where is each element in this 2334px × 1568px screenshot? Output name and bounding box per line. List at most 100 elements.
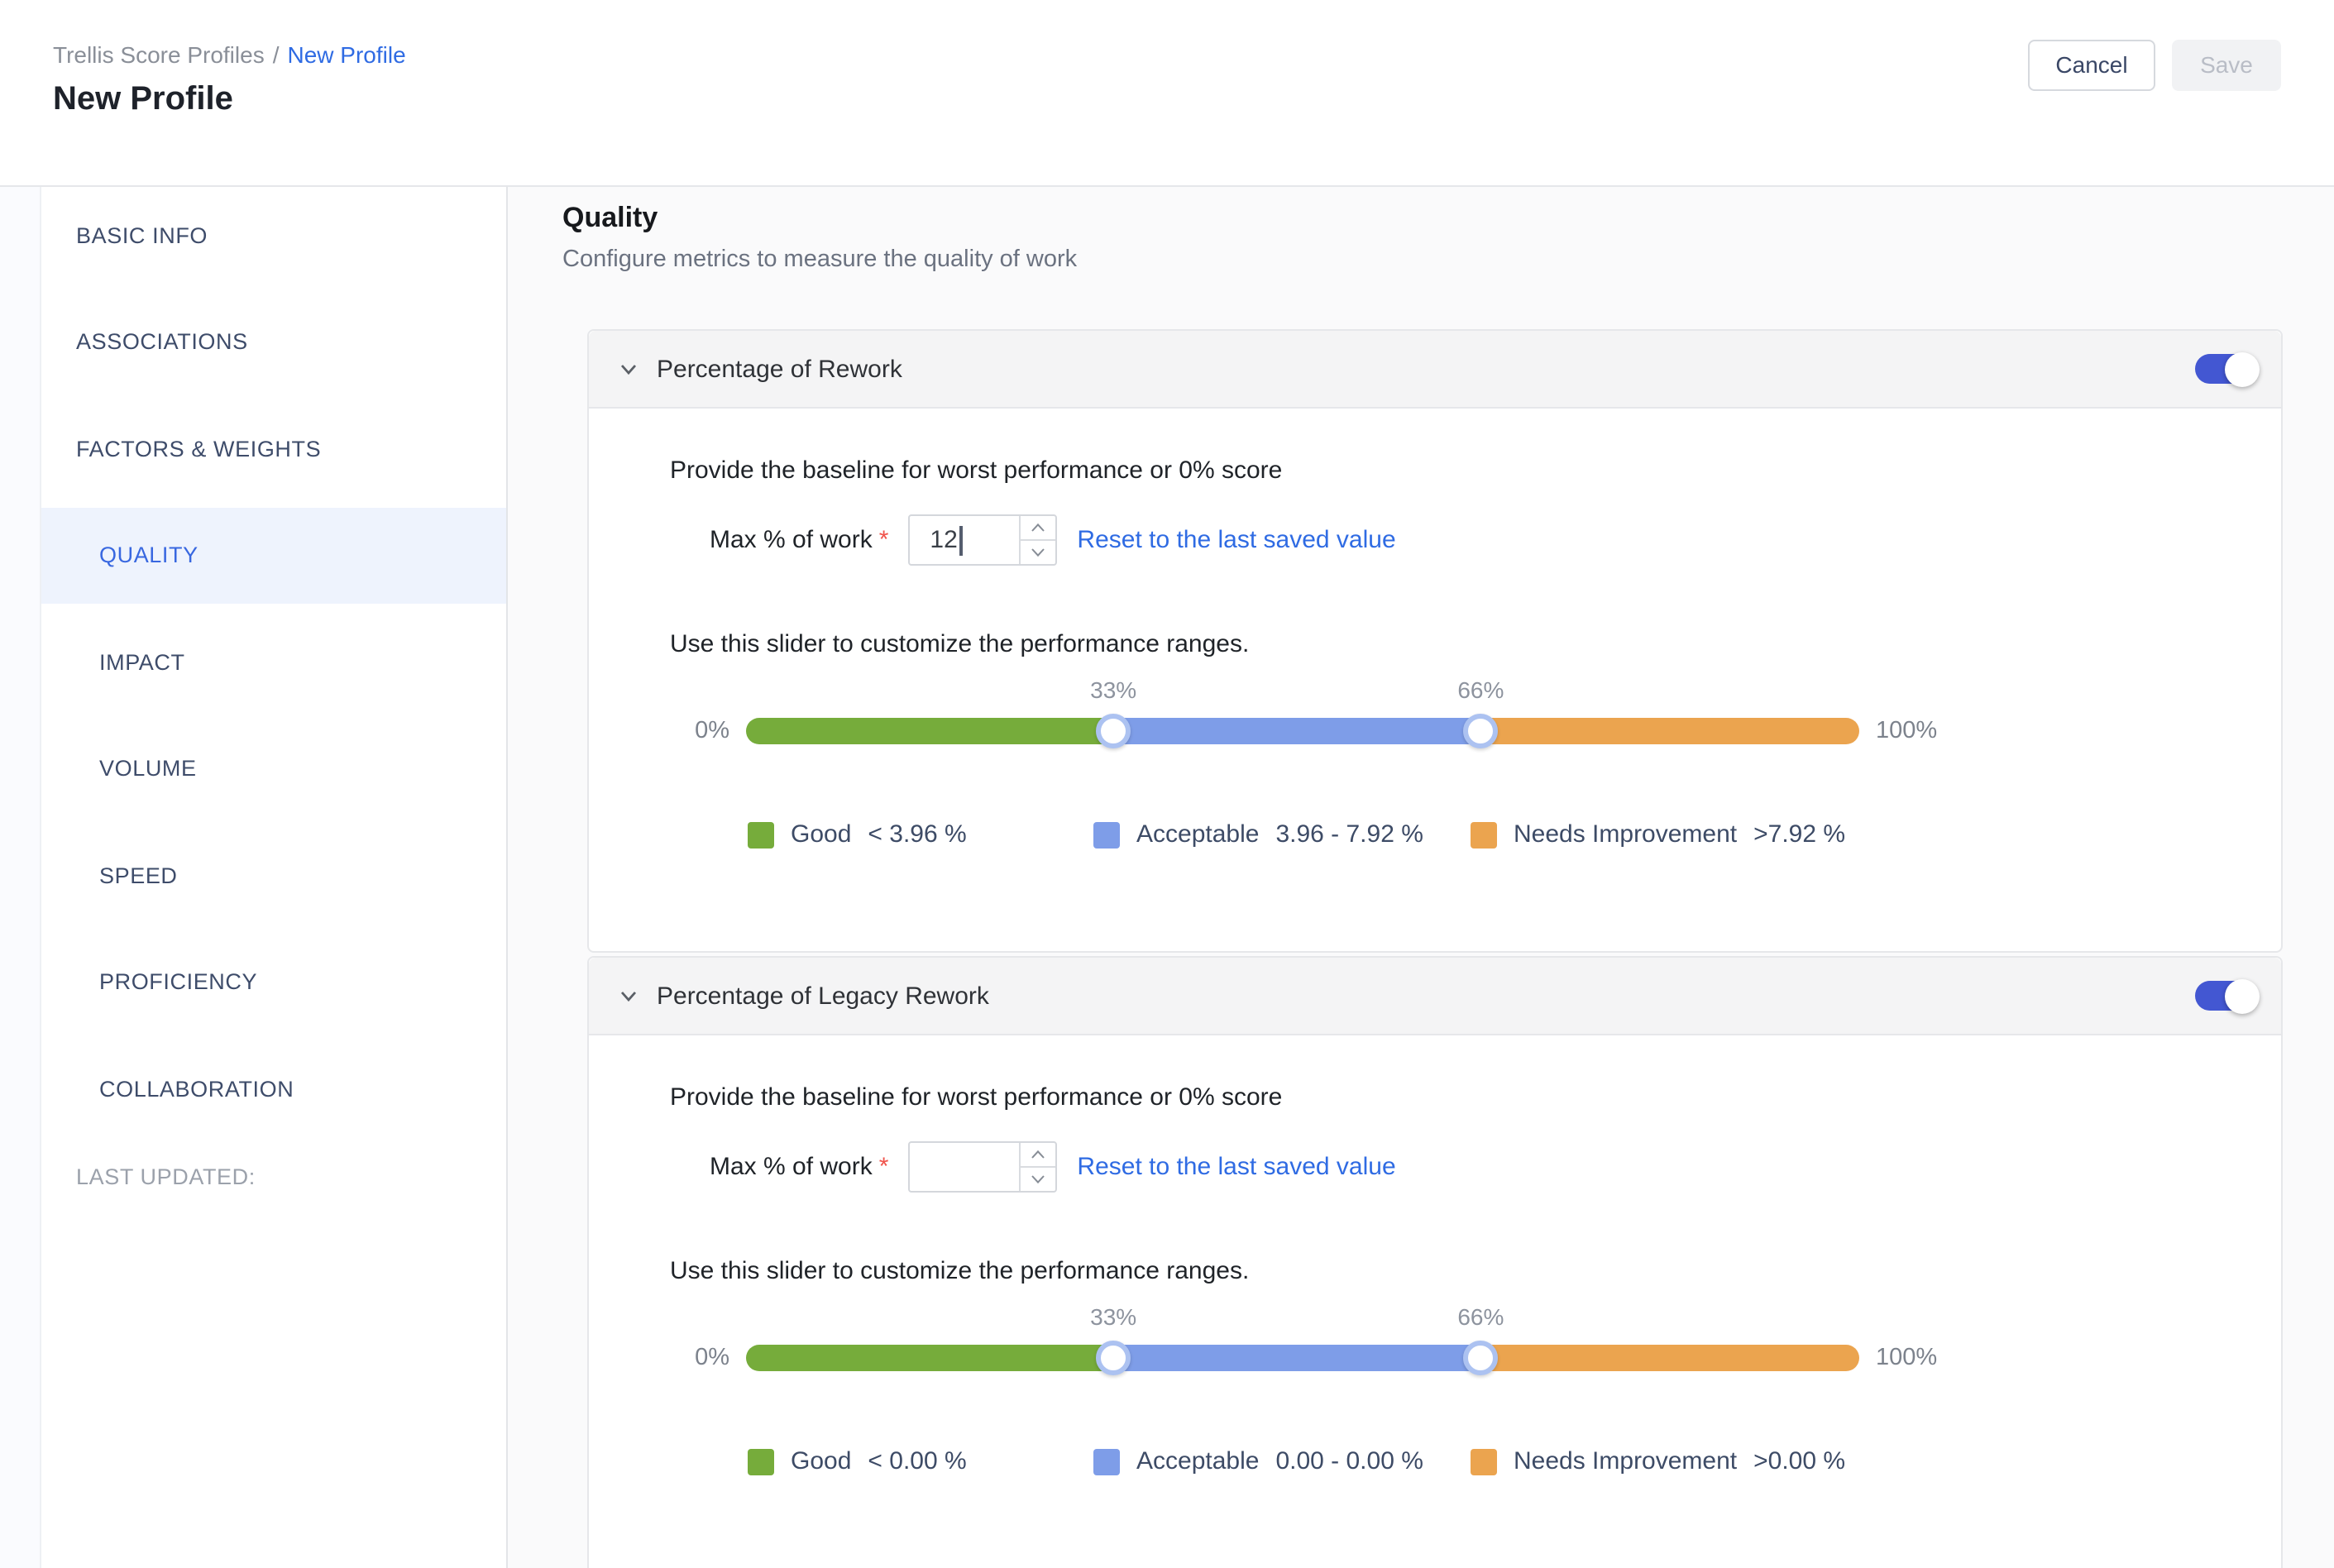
slider-tick-labels: 33% 66% [746,676,1859,705]
slider-handle-1[interactable] [1096,1341,1131,1375]
legend-swatch-good [748,821,774,848]
breadcrumb-current-link[interactable]: New Profile [287,41,406,68]
breadcrumb: Trellis Score Profiles / New Profile [53,41,2334,69]
save-button[interactable]: Save [2172,40,2281,91]
page-title: New Profile [53,81,233,117]
legend-range: 3.96 - 7.92 % [1275,820,1423,849]
card-title: Percentage of Rework [657,355,902,383]
main-content: Quality Configure metrics to measure the… [508,187,2334,1568]
cancel-button[interactable]: Cancel [2028,40,2155,91]
legend-swatch-acceptable [1093,1448,1120,1475]
max-percent-input[interactable] [910,516,1020,564]
card-body: Provide the baseline for worst performan… [589,409,2281,951]
legend-swatch-needs-improvement [1471,1448,1497,1475]
chevron-down-icon[interactable] [617,984,640,1007]
slider-instruction: Use this slider to customize the perform… [670,1257,1250,1285]
breadcrumb-root-link[interactable]: Trellis Score Profiles [53,41,265,68]
max-percent-input[interactable] [910,1143,1020,1191]
slider-tick-66: 66% [1457,676,1504,703]
range-slider: 0% 100% [670,714,2281,748]
legend-name: Good [791,1447,852,1475]
legend-range: < 0.00 % [868,1447,967,1475]
slider-handle-2[interactable] [1463,1341,1499,1375]
sidebar-nav: BASIC INFO ASSOCIATIONS FACTORS & WEIGHT… [41,187,506,1136]
spinner-up-button[interactable] [1021,1143,1056,1168]
legend-swatch-needs-improvement [1471,821,1497,848]
breadcrumb-separator: / [272,41,280,68]
sidebar-item-factors-weights[interactable]: FACTORS & WEIGHTS [76,436,322,461]
legend-name: Acceptable [1136,820,1260,849]
legend-name: Good [791,820,852,849]
legend-item-acceptable: Acceptable 0.00 - 0.00 % [1093,1447,1423,1475]
sidebar-item-proficiency[interactable]: PROFICIENCY [99,969,258,994]
slider-segment-acceptable [1113,1345,1481,1371]
legend-item-good: Good < 3.96 % [748,820,967,849]
sidebar-item-speed[interactable]: SPEED [99,863,178,887]
legend-item-needs-improvement: Needs Improvement >7.92 % [1471,820,1845,849]
legend-range: < 3.96 % [868,820,967,849]
chevron-down-icon[interactable] [617,357,640,380]
reset-link[interactable]: Reset to the last saved value [1077,1153,1396,1181]
range-slider: 0% 100% [670,1341,2281,1375]
slider-segment-good [746,1345,1114,1371]
card-title: Percentage of Legacy Rework [657,982,989,1010]
slider-instruction: Use this slider to customize the perform… [670,630,1250,658]
max-percent-input-wrap [908,514,1058,566]
legend-name: Needs Improvement [1514,820,1738,849]
metric-toggle[interactable] [2195,351,2260,386]
legend-range: >7.92 % [1753,820,1846,849]
slider-min-label: 0% [695,718,729,744]
required-asterisk: * [878,1153,889,1181]
sidebar-item-impact[interactable]: IMPACT [99,649,185,674]
metric-card-percentage-of-rework: Percentage of Rework Provide the baselin… [587,329,2283,953]
legend-swatch-good [748,1448,774,1475]
slider-tick-labels: 33% 66% [746,1303,1859,1331]
sidebar: BASIC INFO ASSOCIATIONS FACTORS & WEIGHT… [41,187,508,1568]
text-caret [959,526,963,556]
metric-card-percentage-of-legacy-rework: Percentage of Legacy Rework Provide the … [587,956,2283,1568]
spinner-down-button[interactable] [1021,1168,1055,1191]
max-percent-row: Max % of work * [710,514,2281,566]
reset-link[interactable]: Reset to the last saved value [1077,526,1396,554]
baseline-instruction: Provide the baseline for worst performan… [670,457,1283,485]
slider-segment-needs-improvement [1480,718,1859,744]
max-percent-label: Max % of work [710,526,873,554]
number-spinner [1019,516,1056,564]
slider-handle-1[interactable] [1096,714,1131,748]
legend-item-good: Good < 0.00 % [748,1447,967,1475]
slider-tick-33: 33% [1090,676,1137,703]
slider-segment-good [746,718,1114,744]
legend-name: Acceptable [1136,1447,1260,1475]
last-updated-label: LAST UPDATED: [76,1164,256,1189]
section-title: Quality [562,202,658,233]
slider-tick-33: 33% [1090,1303,1137,1330]
legend-item-acceptable: Acceptable 3.96 - 7.92 % [1093,820,1423,849]
slider-segment-needs-improvement [1480,1345,1859,1371]
baseline-instruction: Provide the baseline for worst performan… [670,1083,1283,1111]
sidebar-item-basic-info[interactable]: BASIC INFO [76,222,208,247]
slider-min-label: 0% [695,1345,729,1371]
slider-track[interactable] [746,714,1859,748]
sidebar-item-collaboration[interactable]: COLLABORATION [99,1076,294,1101]
slider-track-segments [746,718,1859,744]
card-header: Percentage of Legacy Rework [589,958,2281,1035]
card-header: Percentage of Rework [589,331,2281,409]
slider-handle-2[interactable] [1463,714,1499,748]
sidebar-item-associations[interactable]: ASSOCIATIONS [76,329,248,354]
slider-track[interactable] [746,1341,1859,1375]
spinner-down-button[interactable] [1021,541,1055,564]
toggle-knob [2225,978,2260,1013]
range-legend: Good < 0.00 % Acceptable 0.00 - 0.00 % N… [670,1447,2281,1477]
slider-max-label: 100% [1876,718,1938,744]
metric-toggle[interactable] [2195,978,2260,1013]
spinner-up-button[interactable] [1021,516,1056,541]
sidebar-item-volume[interactable]: VOLUME [99,756,197,781]
sidebar-item-quality[interactable]: QUALITY [41,507,506,603]
metric-cards: Percentage of Rework Provide the baselin… [587,329,2283,1568]
legend-range: 0.00 - 0.00 % [1275,1447,1423,1475]
legend-range: >0.00 % [1753,1447,1846,1475]
left-rail [0,187,41,1568]
legend-swatch-acceptable [1093,821,1120,848]
number-spinner [1019,1143,1056,1191]
